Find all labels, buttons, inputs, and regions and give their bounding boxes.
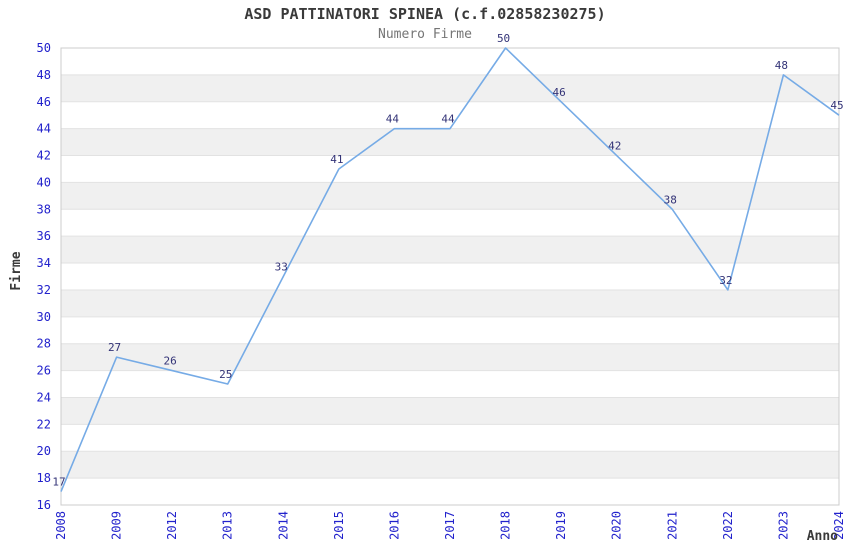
chart-title: ASD PATTINATORI SPINEA (c.f.02858230275) bbox=[244, 5, 606, 23]
plot-band bbox=[61, 397, 839, 425]
y-tick-label: 20 bbox=[37, 444, 51, 458]
x-tick-label: 2023 bbox=[776, 511, 790, 540]
data-point-label: 50 bbox=[497, 32, 510, 45]
y-axis-title: Firme bbox=[9, 251, 24, 290]
series-line-group bbox=[60, 47, 840, 492]
y-tick-label: 42 bbox=[37, 149, 51, 163]
data-point-labels: 17 27 26 25 33 41 44 44 50 46 42 38 32 48 45 bbox=[52, 32, 843, 489]
y-tick-label: 28 bbox=[37, 337, 51, 351]
plot-border bbox=[60, 47, 840, 506]
x-tick-label: 2009 bbox=[110, 511, 124, 540]
data-point-label: 44 bbox=[441, 113, 455, 126]
x-tick-label: 2012 bbox=[165, 511, 179, 540]
data-point-label: 27 bbox=[108, 341, 121, 354]
x-tick-label: 2022 bbox=[721, 511, 735, 540]
series-line bbox=[60, 47, 840, 492]
x-tick-label: 2018 bbox=[499, 511, 513, 540]
plot-band bbox=[61, 182, 839, 210]
y-axis-tick-labels: 16 18 20 22 24 26 28 30 32 34 36 38 40 42 44 46 48 50 bbox=[37, 41, 51, 512]
data-point-label: 32 bbox=[719, 274, 732, 287]
y-tick-label: 48 bbox=[37, 68, 51, 82]
y-tick-label: 22 bbox=[37, 417, 51, 431]
y-tick-label: 18 bbox=[37, 471, 51, 485]
y-tick-label: 34 bbox=[37, 256, 51, 270]
y-tick-label: 30 bbox=[37, 310, 51, 324]
x-tick-label: 2016 bbox=[387, 511, 401, 540]
y-tick-label: 26 bbox=[37, 364, 51, 378]
data-point-label: 44 bbox=[386, 113, 400, 126]
y-tick-label: 50 bbox=[37, 41, 51, 55]
data-point-label: 46 bbox=[553, 86, 566, 99]
x-axis-tick-labels: 2008 2009 2012 2013 2014 2015 2016 2017 2018 2019… bbox=[54, 511, 846, 540]
data-point-label: 42 bbox=[608, 140, 621, 153]
plot-band bbox=[61, 128, 839, 156]
y-tick-label: 32 bbox=[37, 283, 51, 297]
plot-band bbox=[61, 236, 839, 264]
x-tick-label: 2024 bbox=[832, 511, 846, 540]
y-tick-label: 24 bbox=[37, 390, 51, 404]
y-tick-label: 38 bbox=[37, 202, 51, 216]
data-point-label: 48 bbox=[775, 59, 788, 72]
y-tick-label: 44 bbox=[37, 122, 51, 136]
x-tick-label: 2013 bbox=[221, 511, 235, 540]
y-tick-label: 46 bbox=[37, 95, 51, 109]
data-point-label: 33 bbox=[275, 261, 288, 274]
x-tick-label: 2015 bbox=[332, 511, 346, 540]
plot-band bbox=[61, 343, 839, 371]
y-tick-label: 40 bbox=[37, 175, 51, 189]
plot-band bbox=[61, 451, 839, 479]
x-tick-label: 2021 bbox=[665, 511, 679, 540]
data-point-label: 26 bbox=[164, 355, 177, 368]
x-axis-title: Anno bbox=[807, 529, 838, 544]
plot-bands bbox=[61, 74, 839, 479]
data-point-label: 45 bbox=[830, 99, 843, 112]
x-tick-label: 2017 bbox=[443, 511, 457, 540]
plot-band bbox=[61, 74, 839, 102]
y-tick-label: 16 bbox=[37, 498, 51, 512]
y-tick-label: 36 bbox=[37, 229, 51, 243]
data-point-label: 25 bbox=[219, 368, 232, 381]
x-tick-label: 2019 bbox=[554, 511, 568, 540]
data-point-label: 17 bbox=[52, 476, 65, 489]
chart-subtitle: Numero Firme bbox=[378, 27, 472, 42]
x-tick-label: 2020 bbox=[610, 511, 624, 540]
x-tick-label: 2014 bbox=[276, 511, 290, 540]
plot-band bbox=[61, 289, 839, 317]
data-point-label: 41 bbox=[330, 153, 343, 166]
data-point-label: 38 bbox=[664, 193, 677, 206]
x-tick-label: 2008 bbox=[54, 511, 68, 540]
